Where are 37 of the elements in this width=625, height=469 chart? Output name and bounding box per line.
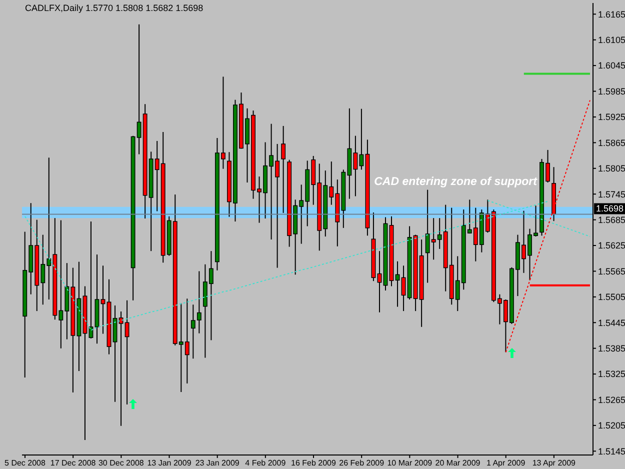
x-tick-label: 13 Apr 2009	[532, 458, 576, 468]
y-tick-label: 1.5505	[598, 292, 625, 302]
y-tick-label: 1.6165	[598, 9, 625, 20]
band-label: CAD entering zone of support	[374, 176, 538, 188]
candlestick	[124, 300, 130, 405]
y-tick-label: 1.5745	[598, 189, 625, 200]
y-tick-label: 1.6105	[598, 35, 625, 46]
y-tick-label: 1.5445	[598, 318, 625, 328]
y-tick-label: 1.5625	[598, 240, 625, 251]
x-tick-label: 13 Jan 2009	[147, 458, 192, 468]
y-tick-label: 1.5565	[598, 266, 625, 276]
x-tick-label: 1 Apr 2009	[486, 458, 526, 468]
ref-line-label: 1.5698	[596, 204, 624, 214]
x-tick-label: 20 Mar 2009	[435, 458, 481, 468]
x-tick-label: 10 Mar 2009	[387, 458, 433, 468]
x-tick-label: 17 Dec 2008	[50, 458, 96, 468]
y-tick-label: 1.5805	[598, 164, 625, 174]
y-tick-label: 1.5985	[598, 86, 625, 96]
x-tick-label: 30 Dec 2008	[98, 458, 144, 468]
x-tick-label: 26 Feb 2009	[339, 458, 385, 468]
x-tick-label: 4 Feb 2009	[245, 458, 286, 468]
y-tick-label: 1.5685	[598, 214, 625, 225]
y-tick-label: 1.5145	[598, 446, 625, 456]
candlestick	[100, 265, 106, 334]
y-tick-label: 1.5205	[598, 420, 625, 431]
x-tick-label: 23 Jan 2009	[195, 458, 240, 468]
candlestick	[281, 125, 286, 214]
x-tick-label: 5 Dec 2008	[4, 458, 46, 468]
candlestick	[401, 265, 406, 312]
y-tick-label: 1.5385	[598, 344, 625, 354]
x-tick-label: 16 Feb 2009	[291, 458, 337, 468]
y-tick-label: 1.6045	[598, 60, 625, 71]
chart-title: CADLFX,Daily 1.5770 1.5808 1.5682 1.5698	[25, 3, 204, 13]
y-tick-label: 1.5925	[598, 112, 625, 122]
y-tick-label: 1.5325	[598, 369, 625, 380]
y-tick-label: 1.5865	[598, 138, 625, 148]
y-tick-label: 1.5265	[598, 394, 625, 405]
